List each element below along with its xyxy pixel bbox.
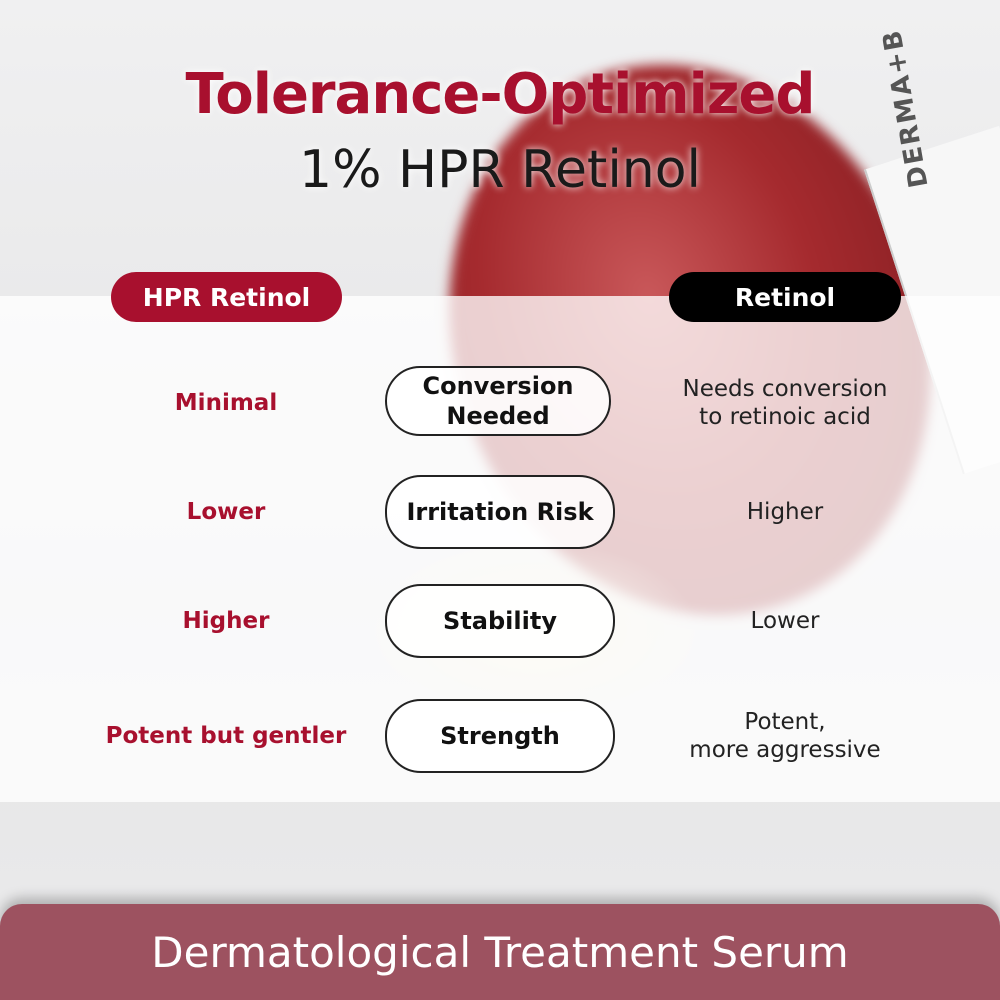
retinol-value: Higher [746, 499, 824, 525]
column-header-retinol: Retinol [669, 272, 901, 322]
comparison-row: Potent but gentler Strength Potent, more… [0, 699, 1000, 773]
retinol-value: Needs conversion to retinoic acid [682, 376, 888, 430]
bottom-banner: Dermatological Treatment Serum [0, 904, 1000, 1000]
column-header-hpr-retinol: HPR Retinol [111, 272, 342, 322]
hpr-value: Lower [186, 499, 266, 525]
criterion-pill: Irritation Risk [385, 475, 615, 549]
comparison-row: Lower Irritation Risk Higher [0, 475, 1000, 549]
criterion-pill: Strength [385, 699, 615, 773]
title-line1: Tolerance-Optimized [185, 62, 816, 127]
comparison-row: Higher Stability Lower [0, 584, 1000, 658]
criterion-pill: Stability [385, 584, 615, 658]
hpr-value: Potent but gentler [105, 723, 347, 749]
hpr-value: Minimal [174, 390, 278, 416]
comparison-row: Minimal Conversion Needed Needs conversi… [0, 366, 1000, 440]
hpr-value: Higher [182, 608, 270, 634]
title-line2: 1% HPR Retinol [299, 140, 701, 200]
criterion-pill: Conversion Needed [385, 366, 611, 436]
retinol-value: Lower [750, 608, 820, 634]
retinol-value: Potent, more aggressive [689, 709, 881, 763]
